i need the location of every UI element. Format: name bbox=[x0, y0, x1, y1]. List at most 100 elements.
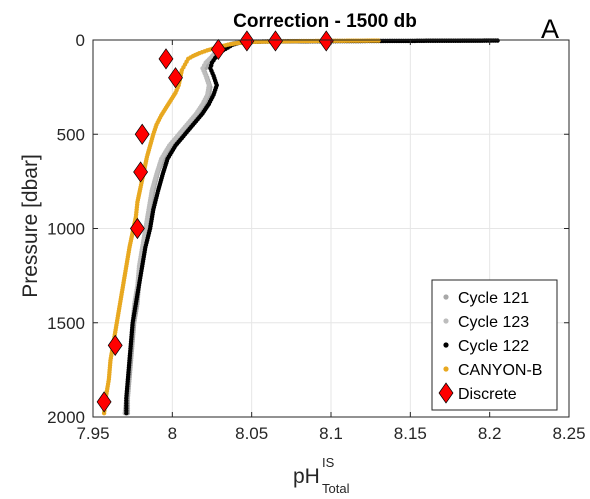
y-tick-label: 0 bbox=[76, 31, 85, 50]
data-point bbox=[158, 48, 174, 70]
series-discrete bbox=[96, 30, 334, 413]
data-point bbox=[96, 391, 112, 413]
data-point bbox=[151, 129, 157, 135]
data-point bbox=[137, 280, 142, 285]
x-axis-label: pH IS Total bbox=[293, 455, 350, 496]
data-point bbox=[118, 299, 123, 304]
x-tick-label: 8.1 bbox=[319, 424, 343, 443]
data-point bbox=[151, 205, 157, 210]
x-tick-label: 8.2 bbox=[478, 424, 502, 443]
data-point bbox=[127, 355, 132, 361]
data-point bbox=[174, 88, 179, 93]
data-point bbox=[146, 205, 152, 210]
data-point bbox=[166, 154, 172, 159]
data-point bbox=[213, 80, 219, 86]
data-point bbox=[268, 30, 283, 52]
data-point bbox=[205, 90, 210, 95]
legend-label-canyon-b: CANYON-B bbox=[458, 362, 542, 379]
y-tick-label: 2000 bbox=[47, 408, 85, 427]
legend-label-cycle-122: Cycle 122 bbox=[458, 338, 529, 355]
data-point bbox=[138, 182, 144, 188]
data-point bbox=[178, 130, 183, 135]
data-point bbox=[193, 118, 199, 124]
data-point bbox=[187, 118, 192, 124]
data-point bbox=[160, 154, 165, 159]
data-point bbox=[211, 58, 216, 63]
data-point bbox=[124, 408, 129, 413]
data-point bbox=[148, 141, 153, 146]
x-axis-label-superscript: IS bbox=[322, 455, 335, 470]
legend-marker-cycle-122 bbox=[443, 342, 449, 348]
data-point bbox=[143, 242, 149, 248]
data-point bbox=[168, 67, 183, 89]
x-tick-label: 7.95 bbox=[76, 424, 109, 443]
legend-marker-cycle-121 bbox=[443, 294, 449, 300]
legend-marker-discrete bbox=[438, 382, 454, 404]
data-point bbox=[210, 71, 215, 76]
data-point bbox=[130, 318, 136, 323]
data-point bbox=[134, 299, 139, 304]
data-point bbox=[346, 38, 352, 43]
y-tick-label: 1500 bbox=[47, 314, 85, 333]
legend-marker-canyon-b bbox=[443, 366, 449, 372]
data-point bbox=[124, 393, 129, 398]
data-point bbox=[155, 120, 160, 125]
data-point bbox=[107, 334, 123, 356]
data-point bbox=[124, 261, 129, 267]
ticks: 7.95 8 8.05 8.1 8.15 8.2 8.25 0 500 1000 1500 2000 bbox=[47, 31, 585, 443]
x-tick-label: 8.05 bbox=[235, 424, 268, 443]
data-point bbox=[125, 374, 131, 380]
data-point bbox=[164, 103, 170, 109]
data-point bbox=[150, 186, 155, 191]
data-point bbox=[207, 47, 212, 52]
data-point bbox=[207, 99, 213, 104]
legend-label-cycle-121: Cycle 121 bbox=[458, 290, 529, 307]
data-point bbox=[127, 242, 133, 248]
data-point bbox=[210, 38, 226, 61]
data-point bbox=[410, 38, 415, 44]
x-tick-label: 8.25 bbox=[552, 424, 585, 443]
data-point bbox=[160, 111, 165, 116]
data-point bbox=[121, 280, 126, 285]
data-point bbox=[184, 59, 189, 64]
legend-marker-cycle-123 bbox=[443, 318, 449, 324]
x-axis-label-main: pH bbox=[293, 465, 320, 488]
data-point bbox=[168, 141, 173, 146]
data-point bbox=[212, 90, 217, 95]
data-point bbox=[184, 130, 189, 135]
data-point bbox=[129, 337, 134, 342]
data-point bbox=[174, 141, 180, 146]
y-tick-label: 500 bbox=[57, 125, 85, 144]
data-point bbox=[201, 99, 206, 104]
data-point bbox=[209, 63, 214, 68]
data-point bbox=[161, 169, 166, 174]
data-point bbox=[201, 109, 206, 114]
data-point bbox=[188, 55, 193, 60]
data-point bbox=[192, 52, 198, 58]
series-layer bbox=[96, 30, 500, 416]
data-point bbox=[239, 30, 255, 52]
data-point bbox=[106, 374, 112, 380]
data-point bbox=[156, 186, 161, 191]
data-point bbox=[108, 355, 114, 361]
y-tick-label: 1000 bbox=[47, 220, 85, 239]
data-point bbox=[209, 53, 215, 59]
x-axis-label-subscript: Total bbox=[322, 481, 350, 496]
legend-box bbox=[431, 279, 558, 411]
data-point bbox=[181, 65, 186, 70]
data-point bbox=[133, 161, 149, 183]
data-point bbox=[154, 169, 160, 174]
x-tick-label: 8.15 bbox=[394, 424, 427, 443]
x-tick-label: 8 bbox=[168, 424, 177, 443]
data-point bbox=[457, 38, 463, 43]
data-point bbox=[205, 58, 210, 64]
data-point bbox=[199, 50, 205, 55]
data-point bbox=[201, 63, 207, 68]
legend: Cycle 121 Cycle 123 Cycle 122 CANYON-B Discr… bbox=[431, 279, 558, 411]
chart-title: Correction - 1500 db bbox=[233, 11, 417, 32]
data-point bbox=[114, 318, 120, 323]
legend-label-cycle-123: Cycle 123 bbox=[458, 314, 529, 331]
data-point bbox=[145, 152, 150, 157]
data-point bbox=[140, 261, 145, 267]
